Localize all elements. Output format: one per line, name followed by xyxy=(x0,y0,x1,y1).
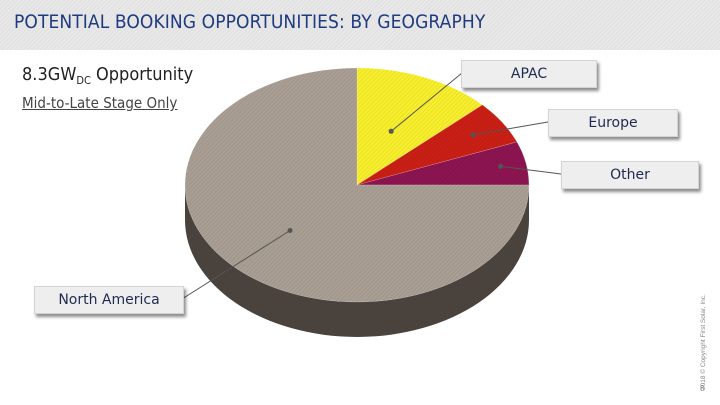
callout-other-label: Other xyxy=(610,167,650,183)
callout-europe-label: Europe xyxy=(588,115,638,131)
leader-line-apac xyxy=(390,72,463,132)
stage-note: Mid-to-Late Stage Only xyxy=(22,94,178,112)
callout-north-america: North America xyxy=(34,286,184,314)
leader-line-europe xyxy=(473,121,549,136)
pie-texture-north-america xyxy=(185,68,529,302)
leader-dot-europe xyxy=(470,132,476,138)
pie-texture-other xyxy=(357,141,529,185)
leader-line-other xyxy=(500,165,562,175)
title-bar: POTENTIAL BOOKING OPPORTUNITIES: BY GEOG… xyxy=(0,0,720,50)
callout-apac: APAC xyxy=(461,60,597,88)
leader-dot-other xyxy=(498,163,504,169)
opportunity-subscript: DC xyxy=(76,74,91,87)
opportunity-heading: 8.3GWDC Opportunity xyxy=(22,64,193,87)
pie-texture-apac xyxy=(357,68,483,185)
pie-texture-europe xyxy=(357,104,517,185)
opportunity-value: 8.3GW xyxy=(22,64,77,85)
leader-dot-north-america xyxy=(287,228,293,234)
callout-other: Other xyxy=(561,161,699,189)
page-number: 8 xyxy=(700,384,705,393)
copyright-text: 2018 © Copyright First Solar, Inc. xyxy=(700,294,707,390)
pie-side-north-america xyxy=(185,185,529,337)
callout-europe: Europe xyxy=(548,109,678,137)
slide-title: POTENTIAL BOOKING OPPORTUNITIES: BY GEOG… xyxy=(14,11,486,33)
opportunity-suffix: Opportunity xyxy=(90,64,194,85)
leader-dot-apac xyxy=(388,128,394,134)
callout-north-america-label: North America xyxy=(58,292,160,308)
callout-apac-label: APAC xyxy=(510,66,548,82)
leader-line-north-america xyxy=(181,230,291,300)
